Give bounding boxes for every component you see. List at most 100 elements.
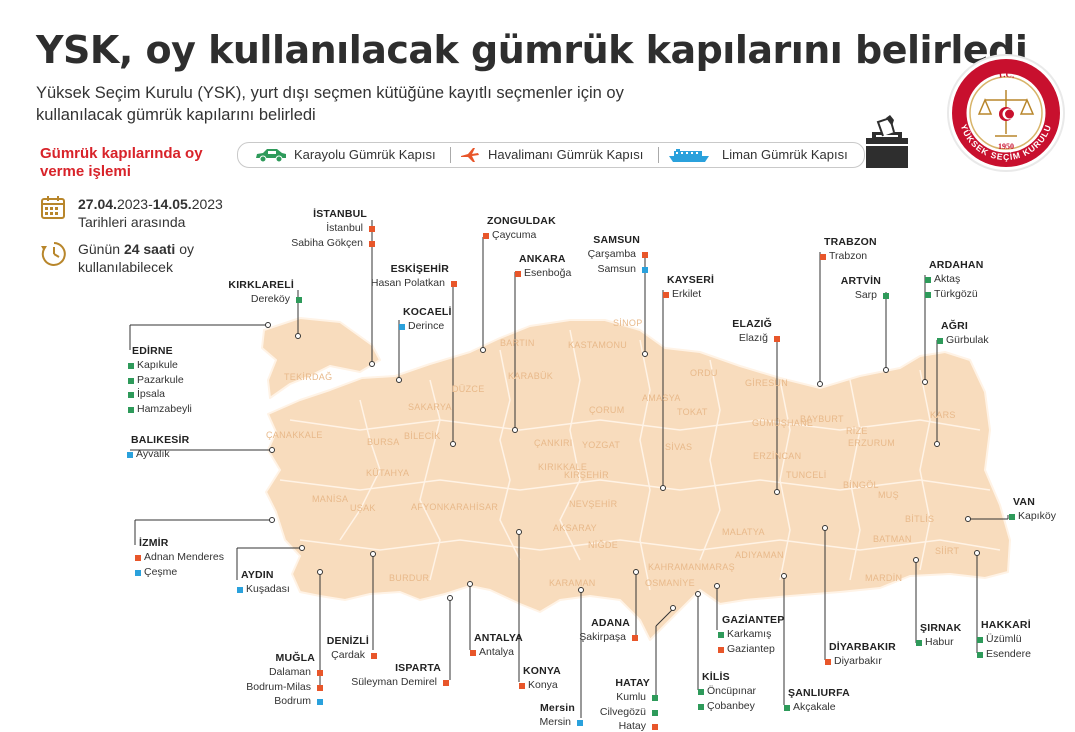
gate-type-marker — [774, 336, 780, 342]
gate-type-marker — [317, 670, 323, 676]
gate-type-marker — [642, 252, 648, 258]
province-label: BATMAN — [873, 534, 912, 544]
gate-label: Şakirpaşa — [579, 631, 626, 643]
process-title: Gümrük kapılarında oy verme işlemi — [40, 145, 203, 180]
city-name: ELAZIĞ — [732, 318, 772, 330]
ysk-seal-logo: T.C. YÜKSEK SEÇİM KURULU 1950 — [947, 54, 1065, 172]
city-name: ARTVİN — [840, 275, 881, 287]
gate-label: Pazarkule — [137, 373, 184, 386]
car-icon — [256, 149, 286, 163]
gate-label: Derince — [408, 320, 445, 332]
province-label: BURDUR — [389, 573, 430, 583]
calendar-icon — [41, 196, 65, 219]
province-label: BARTIN — [500, 338, 535, 348]
legend-sea: Liman Gümrük Kapısı — [722, 147, 848, 162]
city-name: TRABZON — [824, 236, 877, 248]
gate-label: Çeşme — [144, 565, 178, 578]
gate-type-marker — [369, 240, 375, 247]
ballot-box-icon — [866, 115, 908, 168]
gate-type-marker — [135, 555, 141, 561]
thrace-region — [261, 317, 381, 399]
city-name: EDİRNE — [132, 345, 173, 357]
gate-label: Kumlu — [616, 691, 646, 703]
seal-year: 1950 — [998, 142, 1014, 151]
province-label: MUŞ — [878, 490, 899, 500]
gate-type-marker — [237, 587, 243, 593]
city-name: Mersin — [539, 702, 575, 714]
gate-type-marker — [925, 277, 931, 283]
svg-text:T.C.: T.C. — [997, 69, 1016, 80]
province-label: BAYBURT — [800, 414, 844, 424]
province-label: NİĞDE — [588, 540, 619, 550]
gate-label: Akçakale — [793, 701, 836, 713]
province-label: KARABÜK — [508, 371, 554, 381]
gate-type-marker — [128, 406, 134, 413]
province-label: AFYONKARAHİSAR — [411, 502, 499, 512]
gate-type-marker — [883, 293, 889, 299]
city-name: VAN — [1013, 496, 1035, 508]
gate-type-marker — [515, 271, 521, 277]
legend-land: Karayolu Gümrük Kapısı — [294, 147, 436, 162]
gate-type-marker — [652, 695, 658, 701]
city-name: SAMSUN — [593, 234, 640, 246]
gate-type-marker — [937, 338, 943, 344]
city-name: AĞRI — [941, 320, 969, 332]
province-label: ERZİNCAN — [753, 451, 802, 461]
city-name: ARDAHAN — [929, 259, 984, 271]
city-name: GAZİANTEP — [722, 614, 785, 626]
gate-label: Cilvegözü — [599, 705, 646, 718]
gate-type-marker — [128, 377, 134, 384]
city-name: DİYARBAKIR — [829, 641, 896, 653]
gate-label: Kuşadası — [246, 583, 290, 595]
city-name: KOCAELİ — [403, 306, 452, 318]
gate-label: Elazığ — [738, 332, 768, 344]
city-name: DENİZLİ — [326, 635, 369, 647]
gate-label: Mersin — [539, 716, 571, 728]
gate-type-marker — [698, 689, 704, 695]
city-name: ANTALYA — [474, 632, 523, 644]
province-label: KAHRAMANMARAŞ — [648, 562, 735, 572]
ship-icon — [669, 149, 709, 162]
gate-label: İstanbul — [326, 222, 363, 234]
legend: Karayolu Gümrük Kapısı Havalimanı Gümrük… — [237, 142, 865, 168]
gate-type-marker — [519, 683, 525, 689]
province-label: KARAMAN — [549, 578, 596, 588]
gate-label: Üzümlü — [986, 633, 1022, 645]
gate-label: Bodrum — [274, 695, 311, 707]
gate-label: Gaziantep — [727, 642, 775, 655]
gate-type-marker — [317, 684, 323, 691]
gate-type-marker — [718, 632, 724, 638]
province-label: ÇORUM — [589, 405, 625, 415]
province-label: TUNCELİ — [786, 470, 827, 480]
province-label: GİRESUN — [745, 378, 789, 388]
gate-label: Hamzabeyli — [137, 402, 192, 415]
gate-label: Erkilet — [672, 288, 702, 300]
gate-label: Antalya — [479, 646, 515, 658]
gate-type-marker — [642, 266, 648, 273]
province-label: SİVAS — [665, 442, 693, 452]
gate-type-marker — [451, 281, 457, 287]
gate-type-marker — [1009, 514, 1015, 520]
gate-type-marker — [371, 653, 377, 659]
date-start: 27.04. — [78, 196, 117, 212]
province-label: KASTAMONU — [568, 340, 628, 350]
gate-label: Öncüpınar — [707, 685, 757, 697]
page-title: YSK, oy kullanılacak gümrük kapılarını b… — [36, 28, 1028, 72]
province-label: SİNOP — [613, 318, 643, 328]
city-name: ŞANLIURFA — [788, 687, 850, 699]
province-label: NEVŞEHİR — [569, 499, 618, 509]
date-end-year: 2023 — [191, 196, 223, 212]
province-label: KÜTAHYA — [366, 468, 410, 478]
province-label: OSMANİYE — [645, 578, 695, 588]
gate-type-marker — [820, 254, 826, 260]
gate-type-marker — [443, 680, 449, 686]
gate-label: Sarp — [854, 289, 877, 301]
city-name: BALIKESİR — [131, 434, 190, 446]
gate-type-marker — [483, 233, 489, 239]
gate-type-marker — [296, 297, 302, 303]
anatolia-region — [265, 319, 1011, 641]
dates-info: 27.04.2023-14.05.2023 Tarihleri arasında — [40, 195, 270, 235]
gate-label: Bodrum-Milas — [246, 680, 311, 693]
gate-label: Habur — [925, 636, 954, 648]
gate-label: Sabiha Gökçen — [291, 236, 363, 249]
